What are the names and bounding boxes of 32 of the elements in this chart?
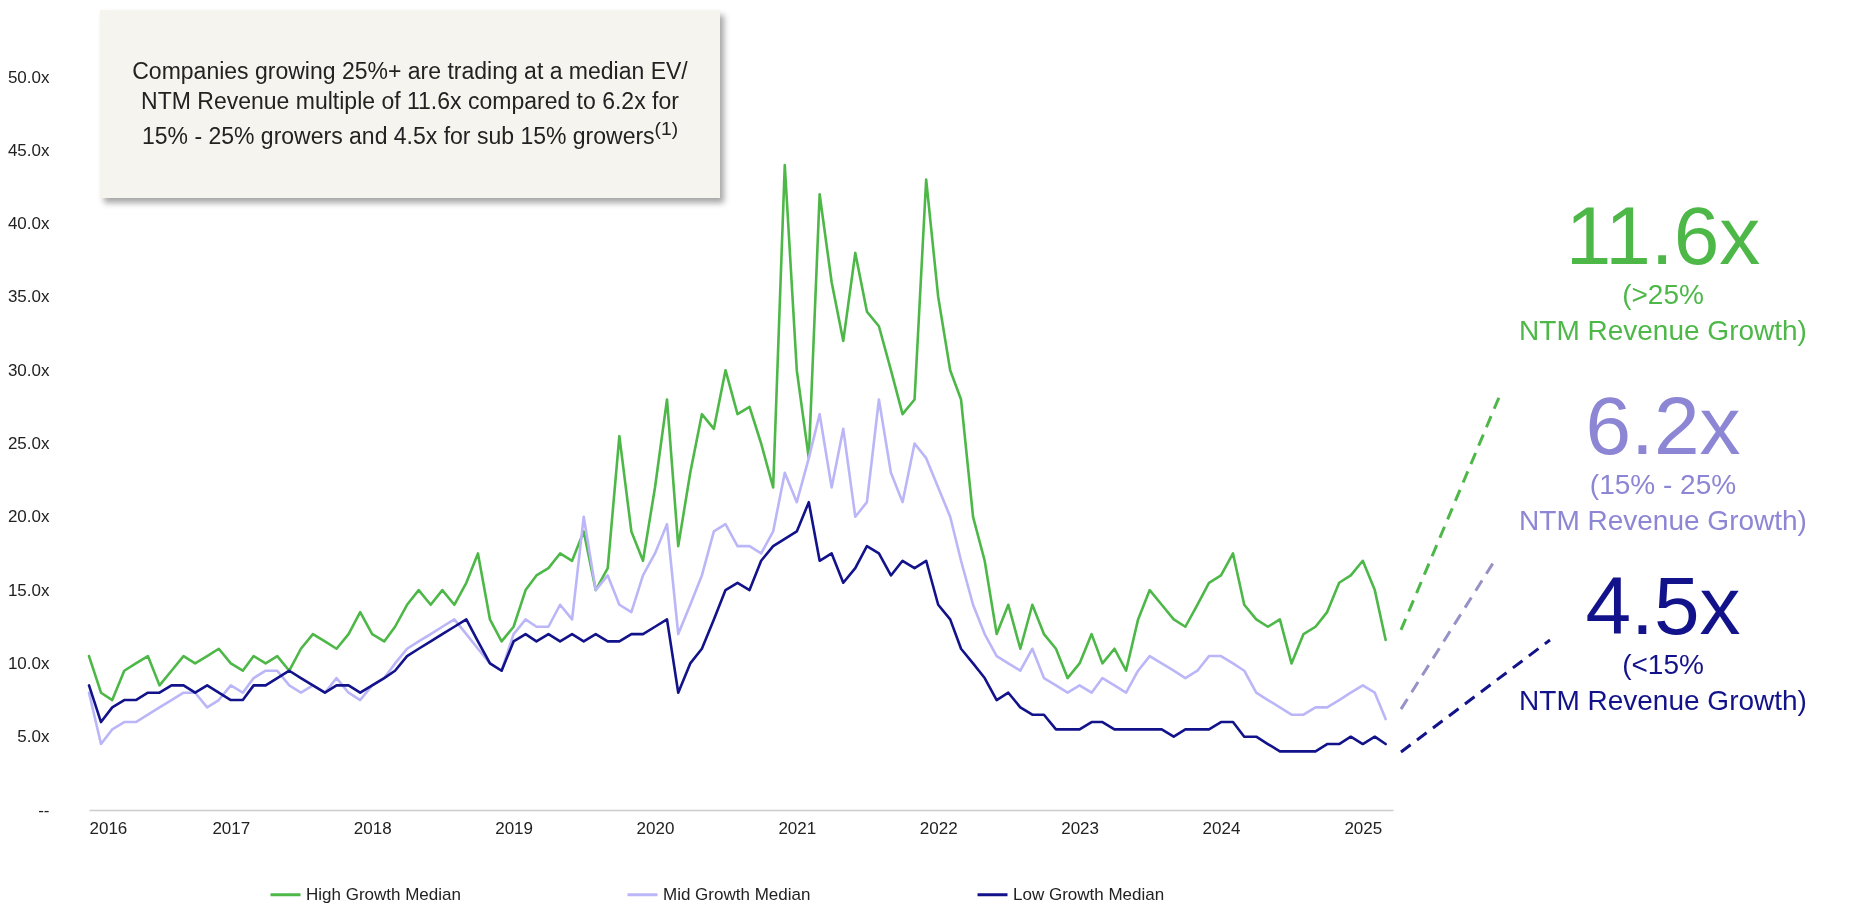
- y-tick-label: 40.0x: [7, 214, 50, 234]
- x-tick-label: 2025: [1344, 818, 1383, 838]
- y-tick-label: 5.0x: [17, 727, 50, 747]
- y-tick-label: --: [38, 800, 50, 820]
- line-series: [87, 500, 1387, 753]
- x-tick-label: 2020: [636, 818, 675, 838]
- text: 6.2x (15% - 25% NTM Revenue Growth): [1518, 380, 1808, 539]
- line-series: [87, 398, 1387, 746]
- legend-label: Low Growth Median: [1013, 884, 1165, 904]
- text: 11.6x (>25% NTM Revenue Growth): [1518, 190, 1808, 349]
- x-tick-label: 2021: [778, 818, 817, 838]
- y-tick-label: 35.0x: [7, 287, 50, 307]
- text: 4.5x (<15% NTM Revenue Growth): [1518, 560, 1808, 719]
- y-tick-label: 50.0x: [7, 67, 50, 87]
- x-tick-label: 2019: [495, 818, 534, 838]
- x-tick-label: 2023: [1061, 818, 1099, 838]
- y-tick-label: 25.0x: [7, 434, 50, 453]
- y-tick-label: 20.0x: [7, 507, 50, 527]
- x-tick-label: 2022: [919, 818, 958, 838]
- annotation: Companies growing 25%+ are trading at a median EV/ NTM Revenue multiple of 11.6x compared to 6.2x for 15% - 25% growers and 4.5x for sub 15% growers$^{(1)}$: [131, 56, 689, 151]
- line-series: [87, 163, 1387, 702]
- x-tick-label: 2018: [353, 818, 392, 838]
- y-tick-label: 15.0x: [7, 580, 50, 600]
- y-tick-label: 30.0x: [7, 360, 50, 380]
- y-tick-label: 45.0x: [7, 140, 50, 160]
- note-box: Companies growing 25%+ are trading at a median EV/ NTM Revenue multiple of 11.6x compared to 6.2x for 15% - 25% growers and 4.5x for sub 15% growers$^{(1)}$: [100, 10, 720, 198]
- x-tick-label: 2024: [1202, 818, 1241, 838]
- x-tick-label: 2017: [212, 818, 251, 838]
- x-tick-label: 2016: [89, 818, 128, 838]
- y-tick-label: 10.0x: [7, 653, 50, 673]
- legend-label: High Growth Median: [306, 884, 461, 904]
- legend-label: Mid Growth Median: [663, 884, 811, 904]
